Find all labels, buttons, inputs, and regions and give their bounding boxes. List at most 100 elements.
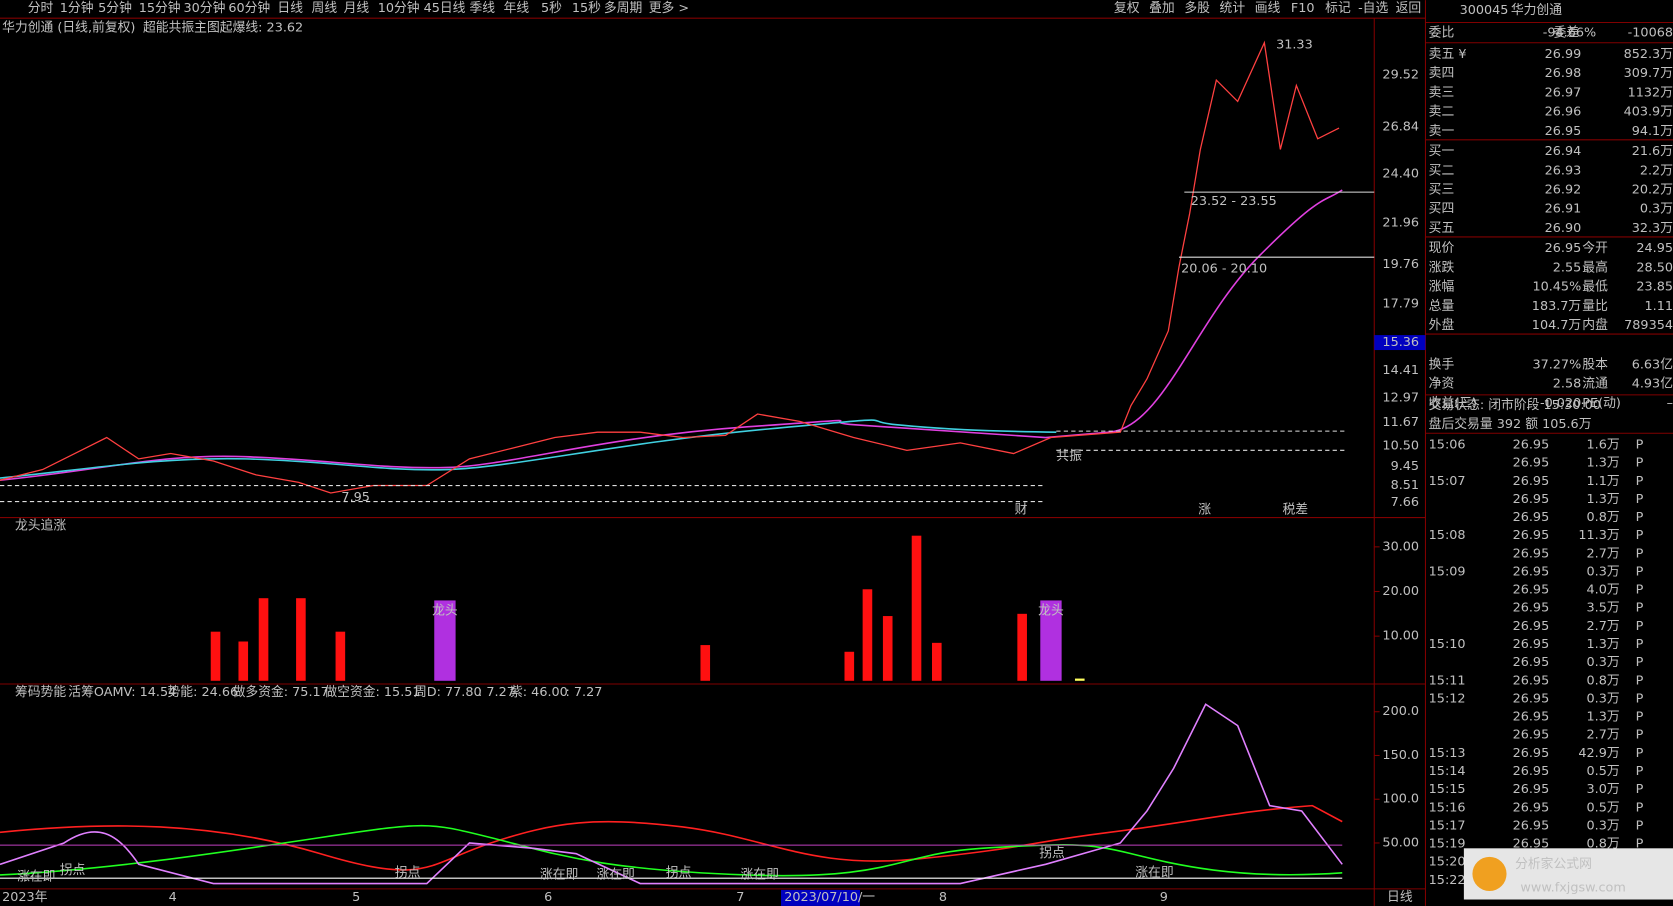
signal-note: 拐点 <box>1039 846 1065 861</box>
trade-price: 26.95 <box>1513 782 1550 797</box>
trade-status: 交易状态: 闭市阶段 15:30:00 <box>1429 397 1601 413</box>
book-price: 26.94 <box>1545 144 1582 159</box>
price-tick: 7.66 <box>1391 495 1420 510</box>
stat-value: 10.45% <box>1532 280 1581 295</box>
menu-item[interactable]: 周线 <box>312 1 338 16</box>
trade-volume: 2.7万 <box>1586 546 1619 561</box>
trade-side: P <box>1636 437 1644 452</box>
menu-item[interactable]: 分时 <box>28 1 54 16</box>
stat-value: 26.95 <box>1545 241 1582 256</box>
trade-side: P <box>1636 655 1644 670</box>
trade-price: 26.95 <box>1513 546 1550 561</box>
bar <box>335 631 346 681</box>
trade-volume: 0.3万 <box>1586 655 1619 670</box>
trade-price: 26.95 <box>1513 474 1550 489</box>
menu-item[interactable]: 5秒 <box>541 1 562 16</box>
trade-volume: 1.1万 <box>1586 474 1619 489</box>
book-label: 买二 <box>1429 163 1455 178</box>
order-ratio: -10068 <box>1628 26 1673 41</box>
annotation: 20.06 - 20.10 <box>1181 261 1267 276</box>
book-label: 买四 <box>1429 202 1455 217</box>
tool-button[interactable]: 画线 <box>1255 1 1281 16</box>
stat-label: 最高 <box>1582 259 1608 275</box>
trade-time: 15:16 <box>1429 800 1466 815</box>
menu-item[interactable]: 日线 <box>277 1 303 16</box>
menu-item[interactable]: 30分钟 <box>184 0 226 16</box>
tool-button[interactable]: 多股 <box>1184 1 1210 16</box>
menu-item[interactable]: 10分钟 <box>378 0 420 16</box>
indicator-value: 周D: 77.80 <box>414 685 482 700</box>
order-ratio: 委差 <box>1554 26 1580 41</box>
book-label: 卖四 <box>1429 66 1455 81</box>
menu-item[interactable]: 月线 <box>344 1 370 16</box>
stat-label: 现价 <box>1429 241 1455 256</box>
panel-title: 龙头追涨 <box>15 518 66 534</box>
trade-side: P <box>1636 673 1644 688</box>
trade-price: 26.95 <box>1513 800 1550 815</box>
book-price: 26.93 <box>1545 163 1582 178</box>
menu-item[interactable]: 1分钟 <box>60 0 94 16</box>
menu-item[interactable]: 更多 > <box>649 1 689 16</box>
watermark-url: www.fxjgsw.com <box>1520 880 1625 895</box>
menu-item[interactable]: 年线 <box>504 1 530 16</box>
trade-time: 15:11 <box>1429 673 1466 688</box>
trade-side: P <box>1636 764 1644 779</box>
annotation: 共振 <box>1056 449 1082 464</box>
menu-item[interactable]: 15秒 <box>572 1 601 16</box>
after-hours: 盘后交易量 392 额 105.6万 <box>1429 416 1592 432</box>
trade-time: 15:13 <box>1429 746 1466 761</box>
tool-button[interactable]: 返回 <box>1396 1 1422 16</box>
trade-price: 26.95 <box>1513 619 1550 634</box>
trade-side: P <box>1636 528 1644 543</box>
trade-price: 26.95 <box>1513 837 1550 852</box>
stat-label: 最低 <box>1582 280 1608 295</box>
watermark-title: 分析家公式网 <box>1515 856 1592 872</box>
signal-note: 涨在即 <box>540 867 578 882</box>
tool-button[interactable]: 统计 <box>1220 1 1246 16</box>
trade-volume: 2.7万 <box>1586 619 1619 634</box>
signal-note: 拐点 <box>395 865 421 880</box>
indicator-value: 活筹OAMV: 14.54 <box>68 684 176 700</box>
stat-value: 4.93亿 <box>1632 377 1673 392</box>
price-tick: 24.40 <box>1382 166 1419 181</box>
trade-side: P <box>1636 546 1644 561</box>
book-volume: 32.3万 <box>1632 221 1673 236</box>
marker: 财 <box>1015 503 1028 518</box>
book-price: 26.97 <box>1545 85 1582 100</box>
trade-volume: 1.3万 <box>1586 456 1619 471</box>
trade-side: P <box>1636 510 1644 525</box>
trade-volume: 1.3万 <box>1586 492 1619 507</box>
trade-side: P <box>1636 601 1644 616</box>
stock-code: 300045 <box>1460 3 1509 18</box>
stock-name: 华力创通 <box>1511 3 1562 18</box>
trade-volume: 3.5万 <box>1586 601 1619 616</box>
menu-item[interactable]: 季线 <box>469 1 495 16</box>
tool-button[interactable]: 复权 <box>1114 0 1140 16</box>
stat-label: 收益(三) <box>1429 396 1477 411</box>
trade-price: 26.95 <box>1513 728 1550 743</box>
trade-side: P <box>1636 564 1644 579</box>
bar-tag: 龙头 <box>1038 604 1064 619</box>
panel3-tick: 100.0 <box>1382 792 1419 807</box>
stat-value: 24.95 <box>1636 241 1673 256</box>
stat-value: 183.7万 <box>1532 299 1582 314</box>
menu-item[interactable]: 5分钟 <box>98 0 132 16</box>
signal-note: 拐点 <box>666 865 692 880</box>
tool-button[interactable]: 叠加 <box>1149 1 1175 16</box>
trade-side: P <box>1636 710 1644 725</box>
tool-button[interactable]: -自选 <box>1358 1 1388 16</box>
panel3-tick: 150.0 <box>1382 748 1419 763</box>
stat-value: 6.63亿 <box>1632 357 1673 372</box>
book-label: 卖三 <box>1429 85 1455 100</box>
stat-value: 23.85 <box>1636 280 1673 295</box>
menu-item[interactable]: 多周期 <box>604 1 642 16</box>
menu-item[interactable]: 15分钟 <box>139 0 181 16</box>
trade-side: P <box>1636 800 1644 815</box>
book-volume: 94.1万 <box>1632 124 1673 139</box>
menu-item[interactable]: 45日线 <box>424 1 466 16</box>
stat-label: 换手 <box>1429 357 1455 372</box>
tool-button[interactable]: 标记 <box>1325 1 1351 16</box>
tool-button[interactable]: F10 <box>1291 1 1315 16</box>
menu-item[interactable]: 60分钟 <box>228 0 270 16</box>
